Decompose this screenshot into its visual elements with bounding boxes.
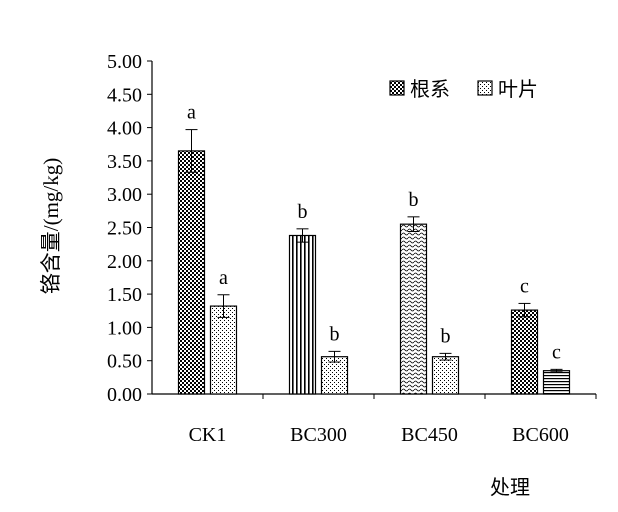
legend-swatch [477,80,493,96]
x-tick-label: BC600 [512,424,569,446]
y-tick-label: 1.00 [107,317,142,339]
y-tick-label: 4.50 [107,84,142,106]
y-tick-label: 4.00 [107,118,142,140]
y-tick-label: 3.50 [107,151,142,173]
x-tick-label: CK1 [189,424,227,446]
legend-swatch [389,80,405,96]
y-tick-label: 5.00 [107,51,142,73]
x-tick-label: BC300 [290,424,347,446]
bar [209,305,238,395]
bar [320,356,349,395]
significance-label: a [219,267,228,289]
y-tick-label: 2.00 [107,251,142,273]
y-tick-label: 1.50 [107,284,142,306]
bar [399,223,428,395]
bar [431,356,460,395]
x-ticks: CK1 BC300 BC450 BC600 [189,394,597,446]
bar [177,150,206,395]
significance-label: b [298,201,308,223]
significance-label: c [520,275,529,297]
y-ticks: 0.00 0.50 1.00 1.50 2.00 2.50 3.00 3.50 4.00 4.50… [107,51,152,406]
y-tick-label: 3.00 [107,184,142,206]
x-axis-label: 处理 [490,476,530,499]
significance-label: b [409,189,419,211]
x-tick-label: BC450 [401,424,458,446]
significance-label: c [552,341,561,363]
legend-label: 根系 [410,78,450,101]
y-tick-label: 0.50 [107,351,142,373]
y-tick-label: 2.50 [107,218,142,240]
y-tick-label: 0.00 [107,384,142,406]
significance-label: b [330,323,340,345]
y-axis-label: 铬含量/(mg/kg) [39,158,63,295]
bar [510,309,539,395]
bars: a b b c a b b c [177,102,571,395]
significance-label: a [187,102,196,124]
significance-label: b [441,325,451,347]
bar [288,234,317,395]
legend: 根系 叶片 [389,78,538,101]
legend-label: 叶片 [498,78,538,101]
bar [542,370,571,395]
